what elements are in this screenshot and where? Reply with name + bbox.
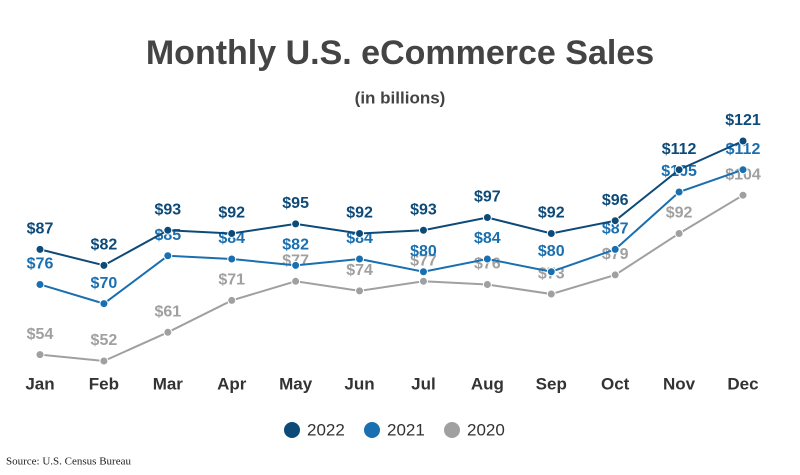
data-label: $93 xyxy=(154,201,181,218)
legend-label: 2021 xyxy=(387,420,425,439)
series-line xyxy=(39,140,744,267)
x-tick-label: Feb xyxy=(89,374,119,393)
data-label: $74 xyxy=(346,262,373,279)
data-label: $52 xyxy=(91,332,118,349)
data-point xyxy=(482,279,492,289)
data-point xyxy=(610,216,620,226)
data-label: $96 xyxy=(602,192,629,209)
legend-label: 2020 xyxy=(467,420,505,439)
x-tick-label: Jun xyxy=(344,374,374,393)
x-tick-label: Nov xyxy=(663,374,696,393)
data-label: $92 xyxy=(218,205,245,222)
chart-subtitle: (in billions) xyxy=(355,88,446,107)
series-line xyxy=(39,194,744,363)
data-point xyxy=(163,251,173,261)
data-point xyxy=(738,190,748,200)
data-point xyxy=(418,267,428,277)
data-point xyxy=(99,260,109,270)
data-label: $84 xyxy=(346,230,373,247)
data-label: $80 xyxy=(538,243,565,260)
data-point xyxy=(546,267,556,277)
data-point xyxy=(355,286,365,296)
x-tick-label: Mar xyxy=(153,374,184,393)
data-label: $92 xyxy=(666,205,693,222)
data-point xyxy=(674,165,684,175)
data-point xyxy=(35,350,45,360)
data-point xyxy=(674,228,684,238)
data-label: $121 xyxy=(725,112,761,129)
data-point xyxy=(674,187,684,197)
data-label: $84 xyxy=(218,230,245,247)
legend-marker xyxy=(364,422,380,438)
data-label: $70 xyxy=(91,275,118,292)
x-tick-label: Dec xyxy=(727,374,758,393)
data-point xyxy=(738,136,748,146)
data-label: $87 xyxy=(27,221,54,238)
data-point xyxy=(418,276,428,286)
data-point xyxy=(610,270,620,280)
data-point xyxy=(738,165,748,175)
x-tick-label: May xyxy=(279,374,313,393)
data-label: $76 xyxy=(27,256,54,273)
x-tick-label: Aug xyxy=(471,374,504,393)
data-label: $79 xyxy=(602,246,629,263)
data-point xyxy=(482,213,492,223)
data-point xyxy=(163,327,173,337)
data-point xyxy=(291,276,301,286)
data-label: $71 xyxy=(218,272,245,289)
data-point xyxy=(355,228,365,238)
data-label: $93 xyxy=(410,201,437,218)
series-line xyxy=(39,168,744,305)
data-point xyxy=(418,225,428,235)
data-label: $80 xyxy=(410,243,437,260)
data-point xyxy=(99,356,109,366)
data-point xyxy=(291,260,301,270)
data-label: $92 xyxy=(346,205,373,222)
data-label: $112 xyxy=(662,141,697,158)
source: Source: U.S. Census Bureau xyxy=(6,456,131,468)
legend-marker xyxy=(284,422,300,438)
x-tick-label: Sep xyxy=(536,374,567,393)
data-label: $77 xyxy=(410,253,437,270)
legend-marker xyxy=(444,422,460,438)
data-point xyxy=(482,254,492,264)
data-point xyxy=(227,228,237,238)
x-tick-label: Apr xyxy=(217,374,247,393)
x-tick-label: Oct xyxy=(601,374,630,393)
data-point xyxy=(227,254,237,264)
data-label: $61 xyxy=(154,304,181,321)
legend-label: 2022 xyxy=(307,420,345,439)
data-label: $92 xyxy=(538,205,565,222)
data-point xyxy=(291,219,301,229)
data-point xyxy=(546,228,556,238)
data-point xyxy=(546,289,556,299)
data-label: $97 xyxy=(474,189,501,206)
x-tick-label: Jan xyxy=(25,374,54,393)
x-tick-label: Jul xyxy=(411,374,436,393)
data-point xyxy=(35,279,45,289)
data-label: $87 xyxy=(602,221,629,238)
data-point xyxy=(355,254,365,264)
chart-title: Monthly U.S. eCommerce Sales xyxy=(146,34,654,72)
data-label: $104 xyxy=(725,166,761,183)
data-point xyxy=(163,225,173,235)
data-label: $82 xyxy=(91,237,118,254)
data-label: $84 xyxy=(474,230,501,247)
data-point xyxy=(610,244,620,254)
data-point xyxy=(99,299,109,309)
data-label: $54 xyxy=(27,326,54,343)
data-label: $82 xyxy=(282,237,309,254)
data-label: $95 xyxy=(282,195,309,212)
data-point xyxy=(35,244,45,254)
data-point xyxy=(227,295,237,305)
